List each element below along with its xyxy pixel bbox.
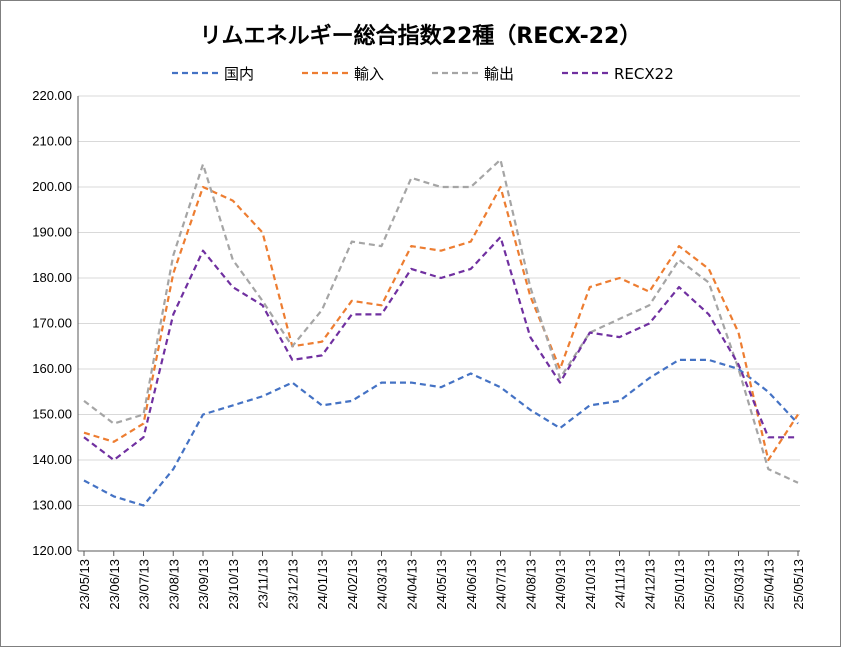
- x-tick-label: 24/09/13: [553, 559, 568, 610]
- y-tick-label: 170.00: [32, 316, 72, 331]
- y-tick-label: 190.00: [32, 225, 72, 240]
- x-tick-label: 24/12/13: [642, 559, 657, 610]
- y-tick-label: 130.00: [32, 498, 72, 513]
- legend: 国内 輸入 輸出 RECX22: [172, 65, 674, 83]
- legend-label: 国内: [224, 65, 254, 83]
- x-tick-label: 23/08/13: [166, 559, 181, 610]
- x-tick-label: 23/11/13: [256, 559, 271, 609]
- x-tick-label: 24/03/13: [375, 559, 390, 610]
- legend-label: 輸入: [354, 65, 384, 83]
- x-tick-label: 25/05/13: [791, 559, 806, 610]
- series-line-RECX22: [83, 236, 798, 462]
- y-tick-label: 140.00: [32, 452, 72, 467]
- y-tick-label: 160.00: [32, 361, 72, 376]
- x-tick-label: 25/01/13: [672, 559, 687, 610]
- x-tick-label: 24/01/13: [315, 559, 330, 610]
- x-tick-label: 23/12/13: [285, 559, 300, 610]
- x-tick-label: 23/06/13: [107, 559, 122, 610]
- legend-label: RECX22: [614, 65, 674, 83]
- series-line-輸入: [83, 185, 799, 462]
- x-tick-label: 25/03/13: [732, 559, 747, 610]
- y-tick-label: 210.00: [32, 134, 72, 149]
- x-tick-label: 23/10/13: [226, 559, 241, 610]
- chart-title: リムエネルギー総合指数22種（RECX-22）: [199, 24, 642, 49]
- x-tick-label: 24/06/13: [464, 559, 479, 610]
- legend-label: 輸出: [484, 65, 514, 83]
- y-tick-label: 220.00: [32, 88, 72, 103]
- x-tick-label: 24/08/13: [523, 559, 538, 610]
- x-tick-label: 24/11/13: [613, 559, 628, 609]
- series-lines: [83, 158, 799, 507]
- x-tick-label: 24/04/13: [404, 559, 419, 610]
- x-tick-label: 23/09/13: [196, 559, 211, 610]
- y-tick-label: 120.00: [32, 543, 72, 558]
- x-tick-labels: 23/05/13 23/06/13 23/07/13 23/08/13 23/09/13…: [77, 559, 806, 610]
- x-tick-label: 24/10/13: [583, 559, 598, 610]
- x-tick-label: 24/02/13: [345, 559, 360, 610]
- x-tick-label: 23/07/13: [137, 559, 152, 610]
- gridlines: [78, 95, 800, 552]
- y-tick-label: 200.00: [32, 179, 72, 194]
- x-tick-label: 24/05/13: [434, 559, 449, 610]
- x-tick-label: 25/04/13: [761, 559, 776, 610]
- y-tick-label: 150.00: [32, 407, 72, 422]
- axes: [77, 96, 800, 556]
- y-tick-label: 180.00: [32, 270, 72, 285]
- y-tick-labels: 120.00 130.00 140.00 150.00 160.00 170.00 180.…: [32, 88, 72, 558]
- x-tick-label: 25/02/13: [702, 559, 717, 610]
- x-tick-label: 23/05/13: [77, 559, 92, 610]
- x-tick-label: 24/07/13: [494, 559, 509, 610]
- series-line-国内: [83, 358, 799, 507]
